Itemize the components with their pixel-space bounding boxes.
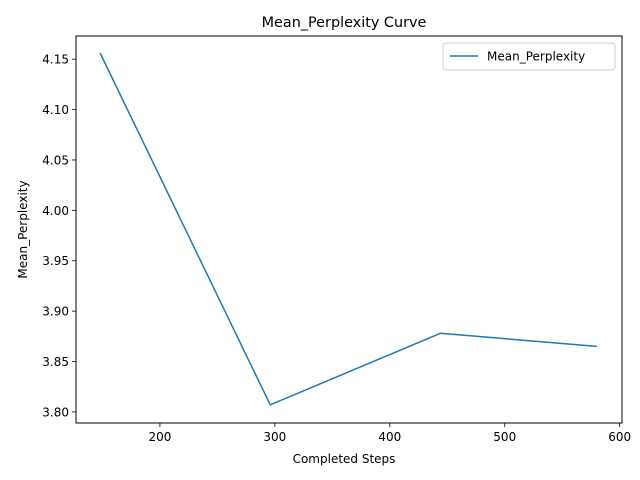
axes-frame: [75, 35, 623, 424]
y-tick-label: 4.10: [42, 103, 69, 117]
series-layer: [99, 52, 597, 406]
x-tick-label: 400: [378, 430, 401, 444]
legend-label: Mean_Perplexity: [487, 50, 585, 64]
y-tick-label: 3.95: [42, 254, 69, 268]
x-tick-label: 500: [493, 430, 516, 444]
legend: Mean_Perplexity: [442, 42, 616, 71]
x-tick-label: 600: [608, 430, 631, 444]
chart-title: Mean_Perplexity Curve: [262, 15, 427, 31]
series-line: [99, 52, 597, 406]
x-tick-label: 300: [263, 430, 286, 444]
y-tick-label: 3.80: [42, 405, 69, 419]
y-tick-label: 4.05: [42, 153, 69, 167]
y-tick-label: 3.90: [42, 305, 69, 319]
legend-box: [442, 42, 616, 71]
x-axis-label: Completed Steps: [293, 452, 396, 466]
plot-area: [75, 35, 623, 424]
y-axis-label: Mean_Perplexity: [16, 180, 30, 278]
y-tick-label: 3.85: [42, 355, 69, 369]
y-axis-ticks: 3.80 3.85 3.90 3.95 4.00 4.05 4.10 4.15: [42, 53, 76, 419]
x-axis-ticks: 200 300 400 500 600: [148, 423, 631, 444]
y-tick-label: 4.15: [42, 53, 69, 67]
x-tick-label: 200: [148, 430, 171, 444]
y-tick-label: 4.00: [42, 204, 69, 218]
